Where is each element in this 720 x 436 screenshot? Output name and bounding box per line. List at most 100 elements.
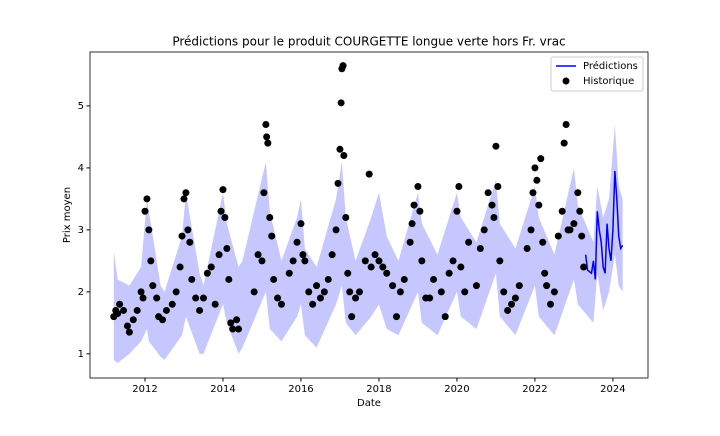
y-tick-label: 5	[78, 101, 84, 112]
legend: Prédictions Historique	[550, 56, 644, 92]
history-point	[114, 310, 122, 318]
history-point	[263, 133, 271, 141]
history-point	[410, 201, 418, 209]
history-point	[375, 257, 383, 265]
history-point	[344, 269, 352, 277]
history-point	[229, 325, 237, 333]
history-point	[266, 213, 274, 221]
history-point	[455, 182, 463, 190]
x-axis-label: Date	[357, 398, 381, 409]
history-point	[348, 313, 356, 321]
history-point	[168, 300, 176, 308]
x-tick-label: 2020	[444, 384, 469, 395]
history-point	[176, 263, 184, 271]
y-tick-label: 4	[78, 163, 84, 174]
history-point	[550, 288, 558, 296]
history-point	[264, 139, 272, 147]
history-point	[492, 142, 500, 150]
history-point	[116, 300, 124, 308]
history-point	[453, 207, 461, 215]
history-point	[145, 226, 153, 234]
history-point	[207, 263, 215, 271]
history-point	[143, 195, 151, 203]
history-point	[172, 288, 180, 296]
history-point	[500, 288, 508, 296]
history-point	[566, 226, 574, 234]
history-point	[153, 294, 161, 302]
history-point	[352, 294, 360, 302]
history-point	[430, 275, 438, 283]
history-point	[523, 244, 531, 252]
history-point	[574, 189, 582, 197]
history-point	[129, 316, 137, 324]
history-point	[383, 269, 391, 277]
history-point	[476, 244, 484, 252]
history-point	[293, 238, 301, 246]
history-point	[133, 306, 141, 314]
history-point	[196, 306, 204, 314]
prediction-line	[584, 170, 624, 280]
history-point	[496, 257, 504, 265]
history-point	[490, 213, 498, 221]
history-point	[562, 121, 570, 129]
history-point	[558, 207, 566, 215]
y-tick-label: 3	[78, 225, 84, 236]
history-point	[580, 263, 588, 271]
history-point	[182, 189, 190, 197]
history-point	[217, 207, 225, 215]
history-point	[457, 263, 465, 271]
history-point	[223, 244, 231, 252]
history-point	[461, 288, 469, 296]
history-point	[324, 275, 332, 283]
history-point	[332, 226, 340, 234]
history-point	[465, 238, 473, 246]
history-point	[416, 207, 424, 215]
history-point	[184, 226, 192, 234]
history-point	[484, 189, 492, 197]
history-point	[340, 152, 348, 160]
history-point	[365, 170, 373, 178]
history-point	[199, 294, 207, 302]
chart-title: Prédictions pour le produit COURGETTE lo…	[172, 35, 565, 49]
history-point	[277, 300, 285, 308]
x-tick-label: 2012	[132, 384, 157, 395]
history-point	[219, 186, 227, 194]
history-point	[531, 164, 539, 172]
history-point	[346, 288, 354, 296]
history-point	[511, 294, 519, 302]
history-point	[211, 300, 219, 308]
legend-swatch	[562, 77, 570, 85]
history-point	[361, 257, 369, 265]
history-point	[389, 282, 397, 290]
history-point	[225, 275, 233, 283]
history-point	[576, 207, 584, 215]
history-point	[141, 207, 149, 215]
history-point	[543, 282, 551, 290]
history-point	[254, 251, 262, 259]
history-point	[309, 300, 317, 308]
history-point	[515, 282, 523, 290]
history-point	[260, 189, 268, 197]
legend-label: Historique	[583, 76, 634, 87]
history-point	[227, 319, 235, 327]
history-point	[379, 263, 387, 271]
history-point	[541, 269, 549, 277]
history-point	[162, 306, 170, 314]
history-point	[504, 306, 512, 314]
history-point	[203, 269, 211, 277]
history-point	[313, 282, 321, 290]
history-point	[262, 121, 270, 129]
history-point	[437, 288, 445, 296]
history-point	[537, 155, 545, 163]
history-point	[289, 257, 297, 265]
history-point	[159, 316, 167, 324]
history-point	[488, 201, 496, 209]
history-point	[320, 288, 328, 296]
history-point	[494, 182, 502, 190]
history-point	[328, 251, 336, 259]
history-point	[301, 257, 309, 265]
history-point	[268, 232, 276, 240]
history-point	[371, 251, 379, 259]
history-point	[529, 189, 537, 197]
